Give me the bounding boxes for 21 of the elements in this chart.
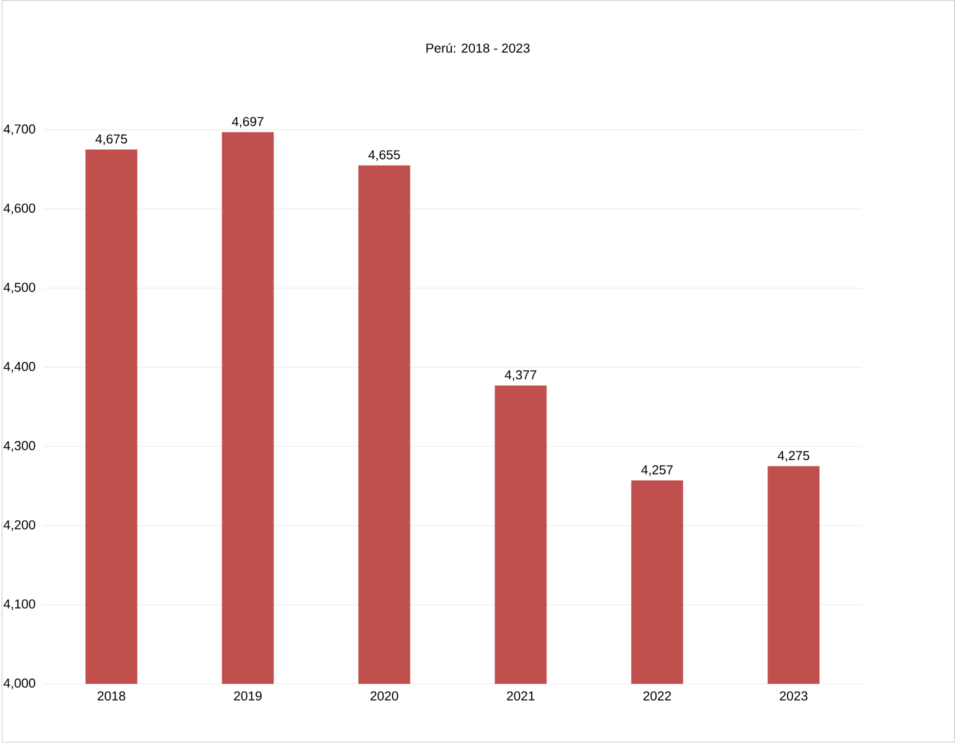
- y-tick-label: 4,300: [4, 441, 36, 452]
- x-tick-label: 2018: [98, 691, 126, 701]
- y-tick-label: 4,200: [4, 520, 36, 531]
- x-tick-label: 2023: [780, 691, 808, 701]
- chart-title: Perú: 2018 - 2023: [426, 43, 530, 53]
- data-label: 4,275: [778, 451, 810, 462]
- data-label: 4,377: [504, 370, 536, 382]
- y-tick-label: 4,000: [4, 678, 36, 690]
- y-tick-label: 4,400: [4, 362, 36, 373]
- y-tick-label: 4,100: [4, 599, 36, 610]
- data-label: 4,697: [232, 117, 264, 128]
- y-tick-label: 4,600: [4, 204, 36, 214]
- x-tick-label: 2020: [370, 691, 398, 701]
- data-label: 4,257: [641, 465, 673, 476]
- y-tick-label: 4,500: [4, 282, 36, 294]
- data-label: 4,655: [368, 150, 400, 161]
- data-label: 4,675: [96, 134, 128, 146]
- y-tick-label: 4,700: [4, 124, 36, 136]
- x-tick-label: 2022: [643, 691, 671, 701]
- x-tick-label: 2021: [506, 691, 534, 701]
- x-tick-label: 2019: [234, 691, 262, 701]
